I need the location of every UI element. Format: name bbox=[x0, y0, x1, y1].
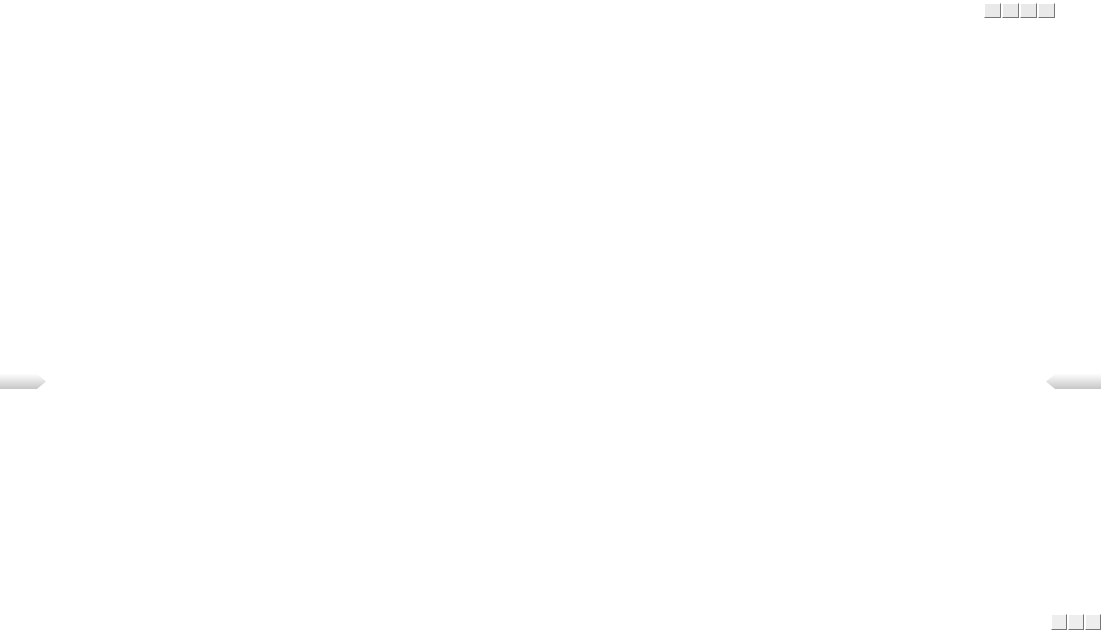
price-tag-right bbox=[1046, 374, 1101, 389]
scroll-horizontal-button[interactable] bbox=[1068, 614, 1084, 630]
restore-window-button[interactable] bbox=[1020, 3, 1037, 18]
close-window-button[interactable] bbox=[1038, 3, 1055, 18]
scroll-right-button[interactable] bbox=[1002, 3, 1019, 18]
bottom-toolbar bbox=[1051, 614, 1101, 630]
window-nav-buttons bbox=[984, 3, 1055, 18]
fit-horizontal-button[interactable] bbox=[1051, 614, 1067, 630]
price-tag-left bbox=[0, 374, 46, 389]
zoom-curve-button[interactable] bbox=[1085, 614, 1101, 630]
scroll-left-button[interactable] bbox=[984, 3, 1001, 18]
